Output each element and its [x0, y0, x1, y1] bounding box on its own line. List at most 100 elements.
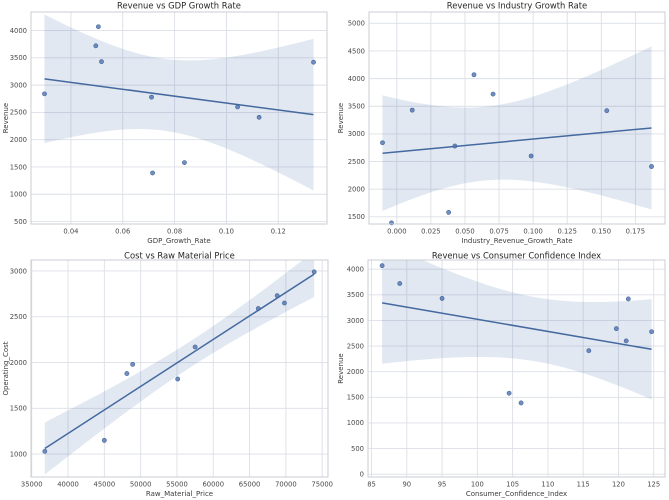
x-tick-label: 0.150: [592, 228, 611, 236]
x-tick-label: 0.050: [455, 228, 474, 236]
x-tick-label: 105: [506, 481, 519, 489]
chart-revenue-vs-consumer-confidence: Revenue vs Consumer Confidence Index Con…: [337, 251, 666, 498]
data-point: [256, 114, 262, 120]
y-tick-label: 1500: [348, 213, 365, 221]
y-tick-label: 3500: [347, 291, 364, 299]
axes-border: [367, 259, 666, 478]
y-tick-label: 3000: [347, 317, 364, 325]
y-tick-label: 2000: [348, 185, 365, 193]
y-tick-label: 2500: [348, 158, 365, 166]
y-tick-label: 2000: [347, 368, 364, 376]
x-tick-label: 75000: [311, 481, 333, 489]
data-point: [130, 361, 136, 367]
regression-line: [44, 78, 314, 116]
y-tick-label: 1500: [10, 163, 27, 171]
data-point: [586, 348, 592, 354]
y-tick-label: 1500: [10, 405, 27, 413]
x-tick-label: 55000: [166, 481, 188, 489]
x-tick-label: 70000: [275, 481, 297, 489]
x-tick-label: 0.000: [387, 228, 406, 236]
data-point: [528, 153, 534, 159]
data-point: [42, 448, 48, 454]
y-axis-label: Revenue: [2, 103, 10, 134]
data-point: [235, 104, 240, 110]
y-tick-label: 2000: [10, 136, 27, 144]
data-point: [625, 296, 631, 302]
data-point: [397, 281, 403, 286]
data-point: [95, 24, 101, 30]
confidence-band: [44, 260, 315, 475]
data-point: [649, 164, 654, 169]
data-point: [518, 400, 524, 406]
x-tick-label: 0.100: [523, 228, 542, 236]
axes-border: [30, 259, 329, 478]
y-axis-label: Revenue: [337, 103, 345, 134]
data-point: [124, 371, 130, 376]
x-tick-label: 90: [402, 481, 411, 489]
data-point: [150, 170, 155, 176]
axes-border: [30, 11, 328, 225]
data-point: [192, 344, 198, 350]
x-tick-label: 0.12: [271, 228, 286, 236]
regression-line: [44, 273, 315, 450]
x-tick-label: 125: [647, 481, 660, 489]
x-tick-label: 0.08: [167, 228, 182, 236]
x-tick-label: 95: [438, 481, 447, 489]
data-point: [311, 59, 316, 65]
x-axis-label: Consumer_Confidence_Index: [466, 490, 567, 498]
data-point: [182, 160, 187, 166]
y-tick-label: 2000: [10, 359, 27, 367]
chart-title: Cost vs Raw Material Price: [124, 251, 235, 261]
data-point: [490, 91, 496, 97]
x-axis-label: Raw_Material_Price: [146, 490, 213, 498]
y-tick-label: 4000: [348, 75, 365, 83]
x-tick-label: 50000: [130, 481, 152, 489]
data-point: [471, 72, 477, 78]
confidence-band: [382, 260, 652, 400]
data-point: [446, 209, 452, 215]
regression-line: [381, 302, 652, 351]
y-tick-label: 3500: [10, 54, 27, 62]
data-point: [311, 269, 317, 275]
y-tick-label: 500: [351, 445, 364, 453]
x-tick-label: 60000: [202, 481, 224, 489]
data-point: [649, 329, 654, 335]
data-point: [149, 94, 154, 100]
x-tick-label: 0.10: [219, 228, 234, 236]
y-tick-label: 4000: [10, 27, 27, 35]
data-point: [380, 140, 385, 146]
data-point: [379, 263, 385, 269]
data-point: [101, 437, 107, 443]
y-tick-label: 4000: [347, 266, 364, 274]
y-axis-label: Revenue: [337, 353, 345, 384]
y-tick-label: 3000: [10, 267, 27, 275]
y-tick-label: 3000: [348, 130, 365, 138]
y-tick-label: 1000: [347, 419, 364, 427]
y-tick-label: 1000: [10, 450, 27, 458]
data-point: [255, 306, 261, 311]
x-tick-label: 110: [541, 481, 554, 489]
x-tick-label: 0.125: [558, 228, 577, 236]
x-axis-label: GDP_Growth_Rate: [147, 237, 210, 245]
regression-line: [382, 127, 652, 154]
x-tick-label: 85: [367, 481, 376, 489]
x-tick-label: 100: [471, 481, 484, 489]
data-point: [604, 108, 610, 114]
data-point: [506, 390, 512, 396]
x-tick-label: 120: [612, 481, 625, 489]
y-tick-label: 2500: [10, 313, 27, 321]
data-point: [409, 107, 415, 113]
chart-revenue-vs-gdp-growth: Revenue vs GDP Growth Rate GDP_Growth_Ra…: [2, 1, 328, 245]
y-tick-label: 500: [14, 218, 27, 226]
data-point: [42, 91, 47, 97]
chart-title: Revenue vs Consumer Confidence Index: [432, 251, 601, 261]
y-tick-label: 3500: [348, 103, 365, 111]
x-tick-label: 45000: [94, 481, 116, 489]
x-tick-label: 0.025: [421, 228, 440, 236]
x-tick-label: 65000: [239, 481, 261, 489]
y-axis-label: Operating_Cost: [2, 341, 10, 395]
y-tick-label: 5000: [348, 20, 365, 28]
y-tick-label: 2500: [347, 342, 364, 350]
chart-cost-vs-raw-material-price: Cost vs Raw Material Price Raw_Material_…: [2, 251, 333, 499]
